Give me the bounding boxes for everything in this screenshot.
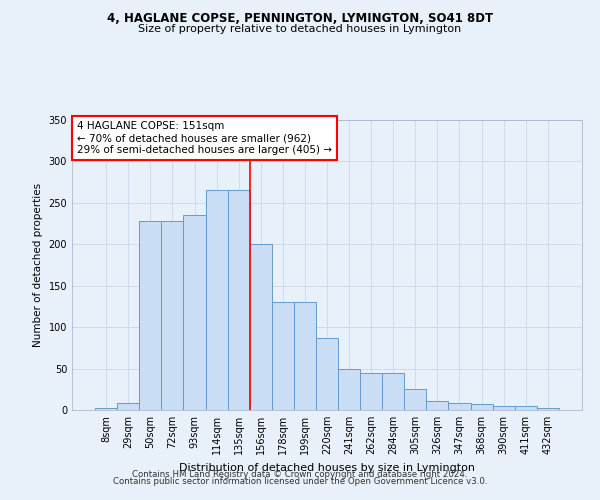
Text: Contains HM Land Registry data © Crown copyright and database right 2024.: Contains HM Land Registry data © Crown c… <box>132 470 468 479</box>
Text: Contains public sector information licensed under the Open Government Licence v3: Contains public sector information licen… <box>113 478 487 486</box>
Bar <box>95 408 117 410</box>
Bar <box>360 372 382 410</box>
Bar <box>272 302 294 410</box>
Bar <box>537 408 559 410</box>
Bar <box>316 338 338 410</box>
Bar <box>427 401 448 410</box>
Text: Size of property relative to detached houses in Lymington: Size of property relative to detached ho… <box>139 24 461 34</box>
Bar <box>161 221 184 410</box>
Bar <box>338 368 360 410</box>
Bar <box>206 190 227 410</box>
Bar <box>515 406 537 410</box>
Text: 4, HAGLANE COPSE, PENNINGTON, LYMINGTON, SO41 8DT: 4, HAGLANE COPSE, PENNINGTON, LYMINGTON,… <box>107 12 493 26</box>
Bar <box>227 190 250 410</box>
Bar <box>184 216 206 410</box>
Bar <box>493 406 515 410</box>
Text: 4 HAGLANE COPSE: 151sqm
← 70% of detached houses are smaller (962)
29% of semi-d: 4 HAGLANE COPSE: 151sqm ← 70% of detache… <box>77 122 332 154</box>
Bar <box>404 390 427 410</box>
Bar <box>448 404 470 410</box>
Bar <box>250 244 272 410</box>
Y-axis label: Number of detached properties: Number of detached properties <box>33 183 43 347</box>
Bar <box>470 404 493 410</box>
Bar <box>382 372 404 410</box>
Bar <box>139 221 161 410</box>
X-axis label: Distribution of detached houses by size in Lymington: Distribution of detached houses by size … <box>179 462 475 472</box>
Bar <box>117 404 139 410</box>
Bar <box>294 302 316 410</box>
